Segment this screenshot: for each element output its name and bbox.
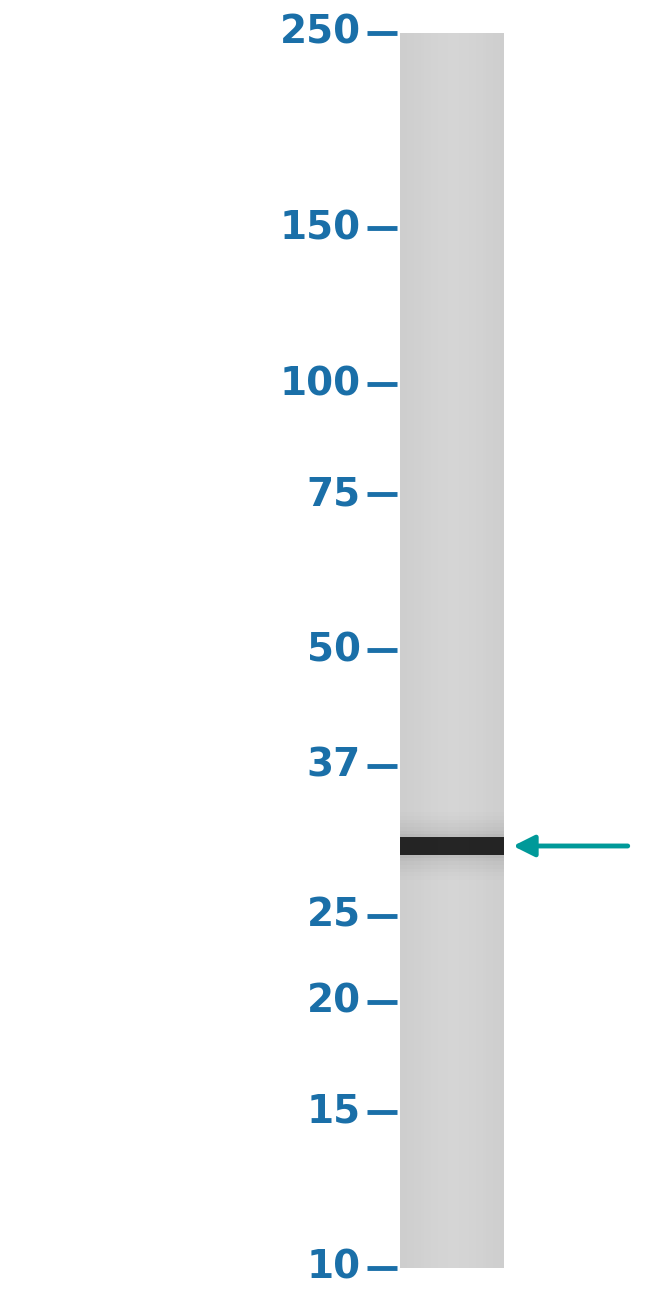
Bar <box>403 32 407 1268</box>
Bar <box>490 32 493 1268</box>
Text: 20: 20 <box>307 983 361 1020</box>
Bar <box>462 32 465 1268</box>
Text: 100: 100 <box>280 365 361 403</box>
Bar <box>497 32 500 1268</box>
Bar <box>465 32 469 1268</box>
Bar <box>410 32 413 1268</box>
Bar <box>424 32 428 1268</box>
Bar <box>434 32 438 1268</box>
Text: 250: 250 <box>280 13 361 52</box>
Bar <box>445 32 448 1268</box>
Bar <box>400 837 504 854</box>
Bar <box>400 32 504 1268</box>
Text: 37: 37 <box>307 746 361 784</box>
Text: 10: 10 <box>307 1248 361 1287</box>
Bar <box>500 32 504 1268</box>
Text: 25: 25 <box>307 897 361 935</box>
Bar <box>417 32 421 1268</box>
Bar <box>448 32 452 1268</box>
Bar <box>400 32 403 1268</box>
Text: 15: 15 <box>307 1093 361 1131</box>
Bar <box>469 32 473 1268</box>
Text: 50: 50 <box>307 630 361 670</box>
Bar <box>400 837 504 855</box>
Bar <box>400 835 504 858</box>
Bar <box>459 32 462 1268</box>
Bar <box>480 32 483 1268</box>
Bar <box>400 819 504 872</box>
Bar <box>455 32 459 1268</box>
Bar <box>476 32 480 1268</box>
Bar <box>400 827 504 865</box>
Bar <box>452 32 455 1268</box>
Bar <box>400 831 504 862</box>
Text: 75: 75 <box>307 476 361 514</box>
Bar <box>493 32 497 1268</box>
Bar <box>400 812 504 880</box>
Bar <box>400 816 504 876</box>
Bar <box>413 32 417 1268</box>
Bar <box>431 32 434 1268</box>
Text: 150: 150 <box>280 209 361 247</box>
Bar <box>438 32 441 1268</box>
Bar <box>473 32 476 1268</box>
Bar <box>486 32 490 1268</box>
Bar <box>400 823 504 868</box>
Bar <box>428 32 431 1268</box>
Bar <box>483 32 486 1268</box>
Bar <box>407 32 410 1268</box>
Bar <box>421 32 424 1268</box>
Bar <box>441 32 445 1268</box>
